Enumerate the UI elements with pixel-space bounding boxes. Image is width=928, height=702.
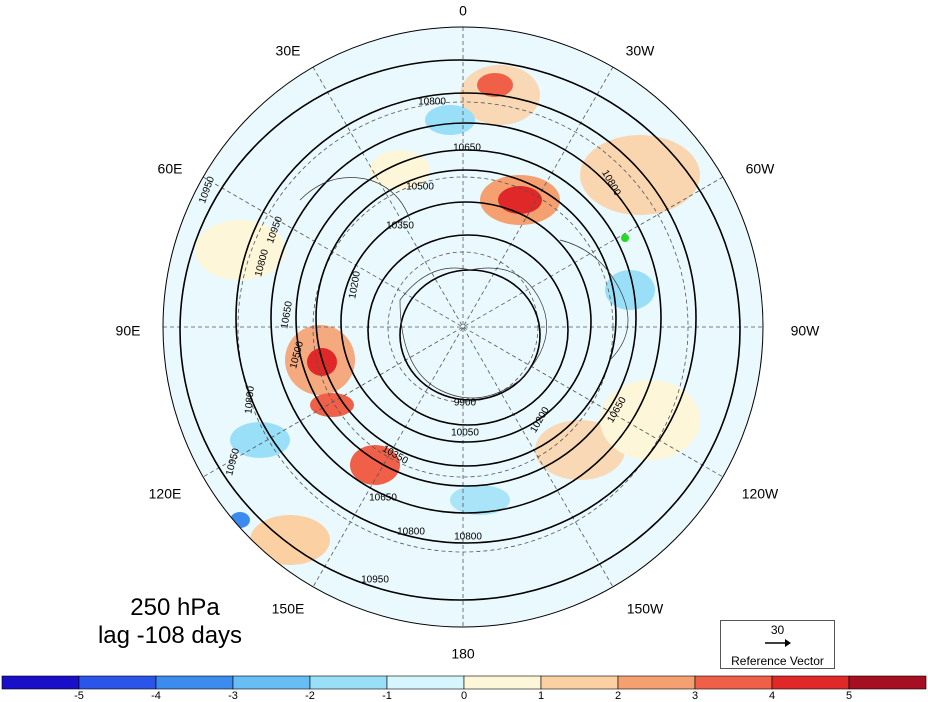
longitude-label-60e: 60E bbox=[158, 161, 183, 177]
colorbar-box bbox=[1, 675, 80, 690]
colorbar-box bbox=[694, 675, 773, 690]
contour-label: 10800 bbox=[454, 532, 482, 543]
longitude-label-120w: 120W bbox=[742, 486, 779, 502]
reference-vector-label: Reference Vector bbox=[731, 654, 824, 668]
contour-label: 10800 bbox=[243, 385, 256, 414]
longitude-label-150e: 150E bbox=[272, 601, 305, 617]
contour-label: 10950 bbox=[361, 575, 389, 586]
contour-label: 10800 bbox=[397, 527, 425, 538]
colorbar-box bbox=[155, 675, 234, 690]
colorbar-tick-label: 2 bbox=[615, 690, 621, 702]
reference-arrow-icon bbox=[765, 639, 791, 647]
location-marker bbox=[621, 234, 629, 242]
colorbar-box bbox=[617, 675, 696, 690]
contour-label: 10650 bbox=[453, 143, 481, 154]
longitude-label-0: 0 bbox=[459, 3, 467, 19]
lag-title: lag -108 days bbox=[97, 622, 243, 649]
reference-vector-value: 30 bbox=[770, 623, 785, 637]
reference-vector-box: 30 Reference Vector bbox=[720, 620, 835, 669]
longitude-label-120e: 120E bbox=[149, 486, 182, 502]
colorbar-box bbox=[771, 675, 850, 690]
colorbar-tick-label: 5 bbox=[846, 690, 852, 702]
graticule bbox=[163, 27, 763, 627]
longitude-labels: 0 30W 60W 90W 120W 150W 180 150E 120E 90E 60E 30E bbox=[116, 3, 821, 662]
contour-label: 10350 bbox=[386, 221, 414, 232]
contour-label: 10050 bbox=[451, 428, 479, 439]
map-disk bbox=[162, 26, 764, 628]
colorbar-box bbox=[848, 675, 927, 690]
colorbar-box bbox=[232, 675, 311, 690]
colorbar: -5 -4 -3 -2 -1 0 1 2 3 4 5 bbox=[1, 675, 927, 702]
coastlines bbox=[299, 177, 629, 399]
colorbar-box bbox=[309, 675, 388, 690]
contour-label: 10200 bbox=[347, 270, 363, 300]
colorbar-box bbox=[78, 675, 157, 690]
colorbar-tick-label: -1 bbox=[382, 690, 392, 702]
colorbar-tick-label: 4 bbox=[769, 690, 775, 702]
anomaly-shading bbox=[163, 27, 763, 627]
longitude-label-90e: 90E bbox=[116, 323, 141, 339]
longitude-label-30w: 30W bbox=[626, 43, 656, 59]
colorbar-tick-label: -2 bbox=[305, 690, 315, 702]
pressure-level-title: 250 hPa bbox=[130, 594, 220, 621]
contour-label: 9900 bbox=[454, 398, 477, 409]
colorbar-box bbox=[463, 675, 542, 690]
height-contours bbox=[179, 59, 741, 601]
colorbar-box bbox=[540, 675, 619, 690]
colorbar-tick-label: -5 bbox=[74, 690, 84, 702]
contour-label: 10500 bbox=[406, 182, 434, 193]
longitude-label-60w: 60W bbox=[746, 161, 776, 177]
colorbar-box bbox=[386, 675, 465, 690]
colorbar-tick-label: -3 bbox=[228, 690, 238, 702]
longitude-label-150w: 150W bbox=[627, 601, 664, 617]
longitude-label-180: 180 bbox=[451, 646, 475, 662]
colorbar-tick-label: -4 bbox=[151, 690, 161, 702]
contour-label: 10650 bbox=[369, 493, 397, 504]
longitude-label-30e: 30E bbox=[276, 43, 301, 59]
colorbar-tick-label: 0 bbox=[461, 690, 467, 702]
contour-label: 10650 bbox=[279, 300, 295, 330]
contour-label: 10800 bbox=[418, 97, 446, 108]
colorbar-tick-label: 1 bbox=[538, 690, 544, 702]
colorbar-tick-label: 3 bbox=[692, 690, 698, 702]
longitude-label-90w: 90W bbox=[791, 323, 821, 339]
